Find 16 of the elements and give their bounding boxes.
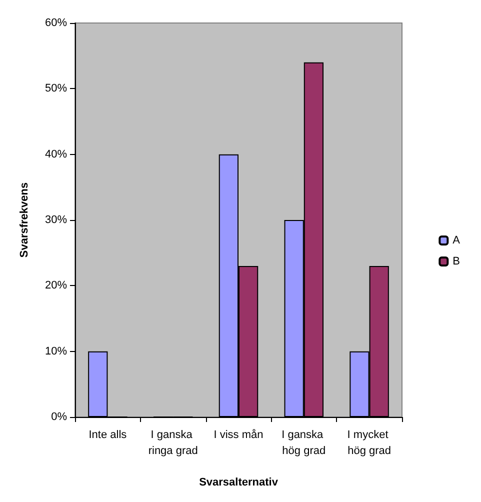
y-tick-label: 0% xyxy=(51,411,68,423)
x-tick-label: Inte alls xyxy=(88,429,128,441)
y-tick-label: 40% xyxy=(44,148,68,160)
y-axis-title: Svarsfrekvens xyxy=(18,182,30,258)
x-tick-label: I ganska ringa grad xyxy=(148,429,198,457)
y-tick-label: 30% xyxy=(44,214,68,226)
y-tick-label: 20% xyxy=(44,280,68,292)
y-tick-label: 60% xyxy=(44,17,68,29)
legend-label: A xyxy=(452,234,461,246)
y-tick-label: 50% xyxy=(44,82,68,95)
x-tick-label: I ganska hög grad xyxy=(282,429,326,457)
x-tick-label: I viss mån xyxy=(214,429,264,441)
x-tick-label: I mycket hög grad xyxy=(347,429,392,457)
x-axis-title: Svarsalternativ xyxy=(199,476,279,488)
legend-label: B xyxy=(452,256,460,268)
y-tick-label: 10% xyxy=(44,345,68,358)
